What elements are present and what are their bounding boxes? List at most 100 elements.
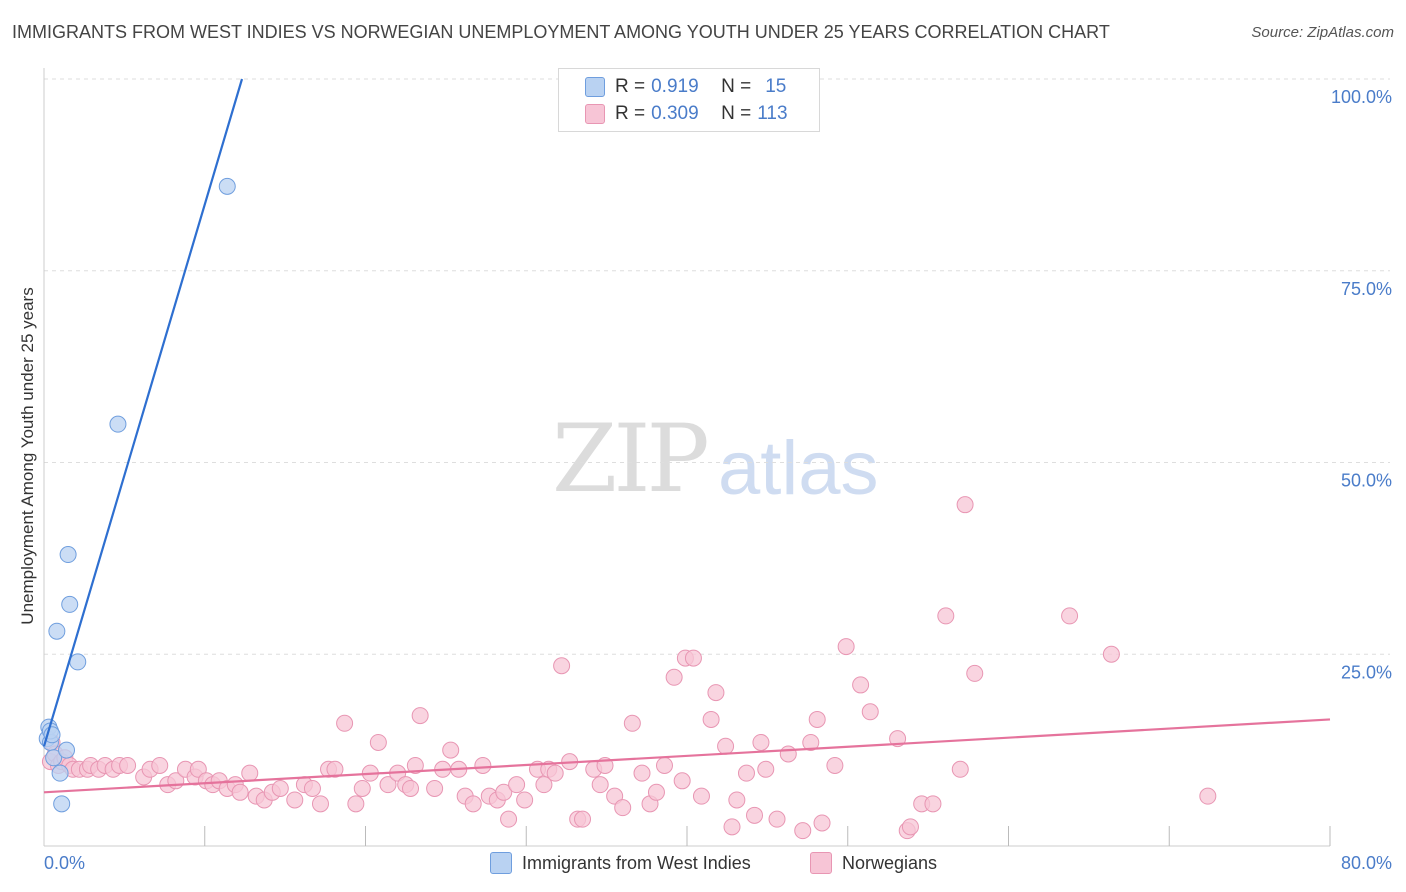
y-tick-label: 25.0% bbox=[1341, 662, 1392, 682]
legend-r-label: R = bbox=[615, 103, 646, 124]
norwegians-point bbox=[406, 756, 424, 774]
bottom-legend-swatch-pink bbox=[810, 852, 832, 874]
norwegians-point bbox=[757, 760, 775, 778]
legend-swatch-blue bbox=[585, 77, 605, 97]
bottom-legend-label: Immigrants from West Indies bbox=[522, 852, 751, 873]
norwegians-point bbox=[1102, 645, 1120, 663]
norwegians-point bbox=[937, 607, 955, 625]
legend-swatch-pink bbox=[585, 104, 605, 124]
norwegians-point bbox=[951, 760, 969, 778]
legend-r-value: 0.919 bbox=[651, 76, 699, 97]
legend-r-label: R = bbox=[615, 76, 646, 97]
norwegians-point bbox=[535, 776, 553, 794]
bottom-legend-west-indies: Immigrants from West Indies bbox=[490, 852, 751, 874]
norwegians-point bbox=[189, 760, 207, 778]
norwegians-point bbox=[411, 707, 429, 725]
chart-title: IMMIGRANTS FROM WEST INDIES VS NORWEGIAN… bbox=[12, 22, 1110, 42]
norwegians-point bbox=[852, 676, 870, 694]
norwegians-point bbox=[673, 772, 691, 790]
y-tick-label: 100.0% bbox=[1331, 87, 1392, 107]
legend-n-value: 113 bbox=[757, 103, 788, 124]
norwegians-point bbox=[779, 745, 797, 763]
west-indies-point bbox=[218, 177, 236, 195]
norwegians-point bbox=[794, 822, 812, 840]
norwegians-point bbox=[702, 710, 720, 728]
legend-n-value: 15 bbox=[765, 76, 787, 97]
norwegians-point bbox=[737, 764, 755, 782]
norwegians-point bbox=[802, 733, 820, 751]
norwegians-point bbox=[684, 649, 702, 667]
west-indies-point bbox=[53, 795, 71, 813]
norwegians-trendline bbox=[43, 718, 1331, 794]
norwegians-point bbox=[553, 657, 571, 675]
norwegians-point bbox=[286, 791, 304, 809]
watermark-atlas: atlas bbox=[718, 426, 879, 511]
west-indies-point bbox=[58, 741, 76, 759]
norwegians-point bbox=[717, 737, 735, 755]
norwegians-point bbox=[861, 703, 879, 721]
norwegians-point bbox=[303, 779, 321, 797]
norwegians-point bbox=[574, 810, 592, 828]
norwegians-point bbox=[442, 741, 460, 759]
norwegians-point bbox=[966, 664, 984, 682]
y-tick-label: 75.0% bbox=[1341, 279, 1392, 299]
west-indies-point bbox=[51, 764, 69, 782]
norwegians-point bbox=[956, 496, 974, 514]
norwegians-point bbox=[402, 779, 420, 797]
legend-row-west-indies: R = 0.919 N = 15 bbox=[585, 74, 786, 100]
norwegians-point bbox=[655, 756, 673, 774]
x-tick-label: 0.0% bbox=[44, 853, 85, 873]
norwegians-point bbox=[665, 668, 683, 686]
norwegians-point bbox=[692, 787, 710, 805]
y-tick-label: 50.0% bbox=[1341, 471, 1392, 491]
watermark-zip: ZIP bbox=[552, 405, 710, 514]
norwegians-point bbox=[591, 776, 609, 794]
norwegians-point bbox=[723, 818, 741, 836]
norwegians-point bbox=[231, 783, 249, 801]
norwegians-point bbox=[808, 710, 826, 728]
correlation-legend: R = 0.919 N = 15 R = 0.309 N = 113 bbox=[558, 68, 820, 132]
norwegians-point bbox=[336, 714, 354, 732]
west-indies-point bbox=[109, 415, 127, 433]
norwegians-point bbox=[813, 814, 831, 832]
norwegians-point bbox=[241, 764, 259, 782]
norwegians-point bbox=[326, 760, 344, 778]
source-link[interactable]: ZipAtlas.com bbox=[1307, 24, 1394, 41]
norwegians-point bbox=[347, 795, 365, 813]
source-prefix: Source: bbox=[1251, 24, 1308, 41]
norwegians-point bbox=[311, 795, 329, 813]
norwegians-point bbox=[901, 818, 919, 836]
norwegians-point bbox=[379, 776, 397, 794]
norwegians-point bbox=[1061, 607, 1079, 625]
norwegians-point bbox=[728, 791, 746, 809]
norwegians-point bbox=[464, 795, 482, 813]
norwegians-point bbox=[633, 764, 651, 782]
norwegians-point bbox=[151, 756, 169, 774]
norwegians-point bbox=[752, 733, 770, 751]
norwegians-point bbox=[826, 756, 844, 774]
x-tick-label: 80.0% bbox=[1341, 853, 1392, 873]
norwegians-point bbox=[746, 806, 764, 824]
norwegians-point bbox=[647, 783, 665, 801]
norwegians-point bbox=[707, 684, 725, 702]
legend-r-value: 0.309 bbox=[651, 103, 699, 124]
source-credit: Source: ZipAtlas.com bbox=[1251, 24, 1394, 41]
norwegians-point bbox=[516, 791, 534, 809]
norwegians-point bbox=[623, 714, 641, 732]
norwegians-point bbox=[768, 810, 786, 828]
bottom-legend-norwegians: Norwegians bbox=[810, 852, 937, 874]
norwegians-point bbox=[426, 779, 444, 797]
norwegians-point bbox=[474, 756, 492, 774]
west-indies-point bbox=[59, 546, 77, 564]
legend-n-label: N = bbox=[721, 76, 752, 97]
norwegians-point bbox=[614, 799, 632, 817]
norwegians-point bbox=[1199, 787, 1217, 805]
norwegians-point bbox=[837, 638, 855, 656]
bottom-legend-swatch-blue bbox=[490, 852, 512, 874]
west-indies-point bbox=[45, 749, 63, 767]
west-indies-point bbox=[48, 622, 66, 640]
norwegians-point bbox=[369, 733, 387, 751]
norwegians-point bbox=[271, 779, 289, 797]
norwegians-point bbox=[546, 764, 564, 782]
